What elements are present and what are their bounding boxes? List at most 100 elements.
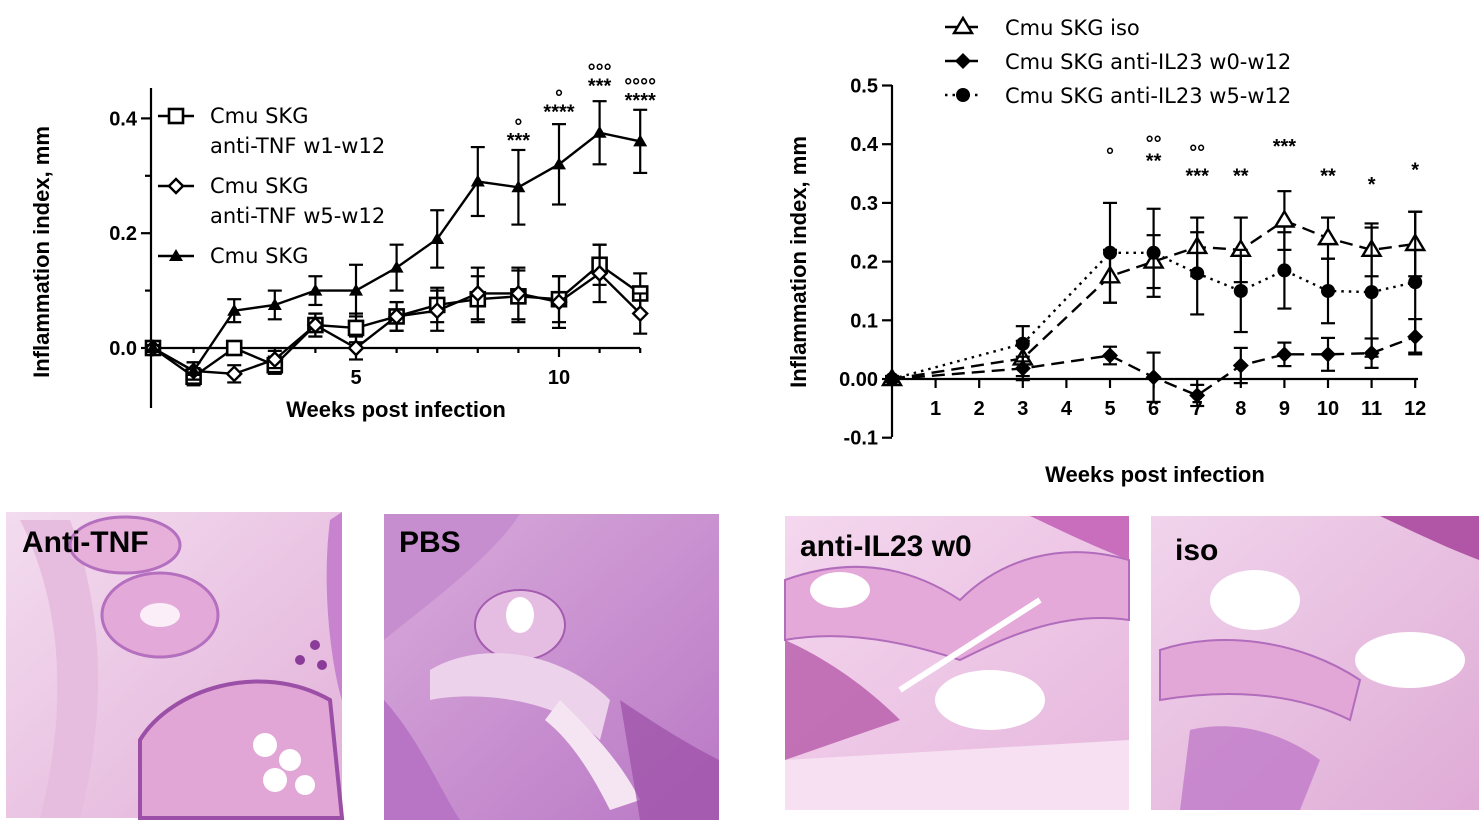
legend-marker <box>956 88 970 102</box>
significance-label: ° <box>555 87 563 109</box>
legend-label: Cmu SKG <box>210 104 308 128</box>
legend: Cmu SKG iso Cmu SKG anti-IL23 w0-w12 Cmu S… <box>945 15 1291 108</box>
data-point <box>1103 245 1117 260</box>
y-tick-label: 0.2 <box>109 223 137 245</box>
data-point <box>1364 285 1379 300</box>
chart-anti-tnf: 0.0 0.2 0.4 5 10 Weeks post infection Infla… <box>29 61 656 422</box>
histology-panel-iso: iso <box>1151 516 1479 810</box>
y-tick-label: 0.4 <box>850 134 879 156</box>
data-point <box>1276 346 1293 363</box>
legend-label: Cmu SKG anti-IL23 w5-w12 <box>1005 84 1291 108</box>
data-point <box>631 304 649 323</box>
data-point <box>347 319 365 337</box>
significance-label: **** <box>625 90 656 112</box>
series-line <box>891 335 1416 397</box>
x-axis-label: Weeks post infection <box>286 397 506 422</box>
significance-label: *** <box>507 130 531 152</box>
significance-label: °° <box>1146 133 1162 155</box>
histology-panel-anti-il23-w0: anti-IL23 w0 <box>784 516 1130 810</box>
x-tick-label: 7 <box>1192 398 1203 420</box>
data-point <box>428 301 446 320</box>
significance-label: ** <box>1146 151 1162 173</box>
significance-label: °°° <box>588 61 612 83</box>
data-point <box>633 134 648 147</box>
series-cmu-skg <box>146 100 648 381</box>
data-point <box>186 363 201 376</box>
x-tick-label: 6 <box>1148 398 1159 420</box>
panel-label: iso <box>1175 534 1218 567</box>
x-tick-label: 5 <box>1104 398 1115 420</box>
data-point <box>227 303 242 316</box>
series-line <box>891 219 1416 381</box>
y-axis-label: Inflammation index, mm <box>29 126 54 378</box>
significance-label: °°°° <box>624 76 656 98</box>
data-point <box>1189 387 1206 404</box>
data-point <box>267 297 282 310</box>
series-cmu-skg-anti-il23-w5-w12 <box>885 201 1423 386</box>
data-point <box>389 260 404 273</box>
data-point <box>1277 263 1292 278</box>
data-point <box>470 174 485 187</box>
legend-marker <box>169 249 183 261</box>
y-tick-label: 0.5 <box>850 76 878 98</box>
y-tick-label: 0.3 <box>850 193 878 215</box>
data-point <box>225 339 243 357</box>
significance-label: °° <box>1189 142 1205 164</box>
significance-label: *** <box>588 76 612 98</box>
legend-label: Cmu SKG iso <box>1005 16 1140 40</box>
series-line <box>891 251 1416 381</box>
data-point <box>1145 369 1162 386</box>
data-point <box>1015 336 1030 351</box>
data-point <box>885 372 899 386</box>
data-point <box>511 180 526 193</box>
data-point <box>1408 275 1423 290</box>
data-point <box>1233 283 1248 298</box>
panel-label: PBS <box>399 526 461 559</box>
x-axis-label: Weeks post infection <box>1045 462 1265 487</box>
data-point <box>1321 283 1335 298</box>
y-tick-label: 0.2 <box>850 252 878 274</box>
data-point <box>1146 245 1161 260</box>
series-cmu-skg-anti-il23-w0-w12 <box>884 318 1424 408</box>
x-tick-label: 10 <box>1317 398 1339 420</box>
legend-label: anti-TNF w1-w12 <box>210 134 385 158</box>
data-point <box>1316 226 1340 246</box>
x-tick-label: 9 <box>1279 398 1290 420</box>
x-tick-label: 4 <box>1061 398 1073 420</box>
data-point <box>387 307 406 326</box>
data-point <box>225 365 243 383</box>
legend: Cmu SKG anti-TNF w1-w12 Cmu SKG anti-TNF w5… <box>158 104 385 268</box>
significance-label: **** <box>543 101 574 123</box>
chart-anti-il23: -0.10.000.10.20.30.40.5 1 2 3 4 5 6 7 8 9 10 11 12 … <box>786 15 1427 487</box>
histology-panel-pbs: PBS <box>384 514 719 820</box>
series-cmu-skg-iso <box>880 190 1427 387</box>
x-tick-label: 2 <box>974 398 985 420</box>
y-tick-label: -0.1 <box>844 428 878 450</box>
panel-label: anti-IL23 w0 <box>800 530 972 563</box>
legend-label: Cmu SKG <box>210 174 308 198</box>
legend-label: Cmu SKG anti-IL23 w0-w12 <box>1005 50 1291 74</box>
data-point <box>146 341 160 353</box>
y-tick-label: 0.00 <box>839 369 878 391</box>
data-point <box>1190 266 1205 281</box>
significance-label: ** <box>1320 165 1336 187</box>
significance-label: * <box>1411 159 1419 181</box>
data-point <box>266 350 284 369</box>
significance-label: *** <box>1273 136 1297 158</box>
data-point <box>552 157 566 170</box>
legend-marker <box>167 107 185 125</box>
x-tick-label: 3 <box>1017 398 1028 420</box>
y-tick-label: 0.1 <box>850 310 878 332</box>
data-point <box>469 284 487 303</box>
legend-marker <box>955 53 971 69</box>
y-axis-label: Inflammation index, mm <box>786 136 811 388</box>
legend-marker <box>951 15 975 35</box>
data-point <box>1273 209 1296 228</box>
data-point <box>349 283 363 296</box>
data-point <box>509 284 528 303</box>
data-point <box>1014 360 1031 377</box>
y-tick-label: 0.0 <box>109 338 137 360</box>
x-tick-label: 10 <box>548 367 570 389</box>
y-tick-label: 0.4 <box>109 108 138 130</box>
